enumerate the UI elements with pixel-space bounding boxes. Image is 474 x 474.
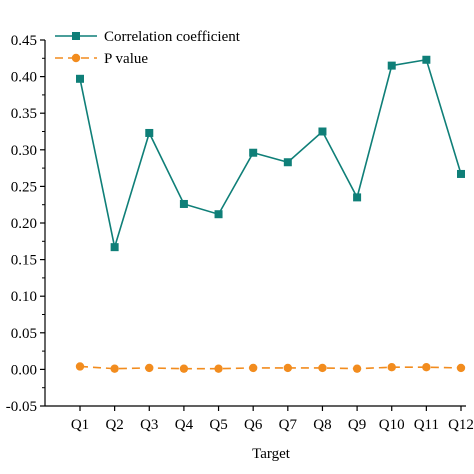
x-axis-ticks: Q1 Q2 Q3 Q4 Q5 Q6 Q7 Q8 Q9 Q10 Q11 Q12 xyxy=(71,406,474,433)
legend-label-1: P value xyxy=(104,51,148,67)
data-point-0 xyxy=(76,74,84,83)
data-point-0 xyxy=(110,243,119,252)
y-tick-label: 0.00 xyxy=(11,362,37,378)
data-point-1 xyxy=(352,364,362,373)
data-point-0 xyxy=(353,193,362,202)
x-tick-label: Q4 xyxy=(175,417,194,433)
legend-marker-0 xyxy=(72,32,80,40)
data-point-1 xyxy=(387,363,396,372)
data-point-1 xyxy=(318,363,327,373)
x-tick-label: Q10 xyxy=(379,417,405,433)
data-point-0 xyxy=(422,55,431,64)
data-point-1 xyxy=(214,364,223,373)
x-tick-label: Q11 xyxy=(414,417,439,433)
data-point-0 xyxy=(179,199,188,208)
x-tick-label: Q6 xyxy=(244,417,263,433)
x-tick-label: Q5 xyxy=(209,417,227,433)
legend: Correlation coefficient P value xyxy=(55,29,241,67)
data-point-1 xyxy=(110,364,119,373)
y-tick-label: 0.20 xyxy=(11,216,37,232)
x-tick-label: Q12 xyxy=(448,417,474,433)
x-tick-label: Q3 xyxy=(140,417,158,433)
x-tick-label: Q9 xyxy=(348,417,366,433)
series-line-1 xyxy=(79,365,462,370)
data-point-0 xyxy=(318,127,327,136)
data-point-1 xyxy=(248,363,258,373)
data-point-1 xyxy=(422,363,431,372)
legend-label-0: Correlation coefficient xyxy=(104,29,241,45)
y-tick-label: 0.10 xyxy=(11,289,37,305)
data-point-1 xyxy=(179,364,189,373)
series-layer xyxy=(75,55,466,373)
x-tick-label: Q7 xyxy=(279,417,298,433)
data-point-0 xyxy=(457,169,465,178)
data-point-1 xyxy=(283,363,293,373)
data-point-1 xyxy=(456,363,466,373)
y-tick-label: 0.30 xyxy=(11,143,37,159)
data-point-1 xyxy=(75,362,85,371)
y-tick-label: -0.05 xyxy=(6,399,37,415)
y-tick-label: 0.25 xyxy=(11,179,37,195)
y-tick-label: 0.15 xyxy=(11,253,37,269)
y-tick-label: 0.05 xyxy=(11,326,37,342)
data-point-0 xyxy=(145,128,154,137)
x-tick-label: Q8 xyxy=(313,417,331,433)
data-point-0 xyxy=(214,210,223,219)
x-axis-title: Target xyxy=(252,446,291,462)
x-tick-label: Q2 xyxy=(105,417,123,433)
y-axis-ticks: -0.05 0.00 0.05 0.10 0.15 0.20 0.25 0.30 0.35 0.4… xyxy=(6,33,45,415)
data-point-0 xyxy=(249,148,258,157)
series-line-0 xyxy=(79,58,462,248)
data-point-1 xyxy=(145,363,154,373)
y-tick-label: 0.35 xyxy=(11,106,37,122)
data-point-0 xyxy=(387,61,396,70)
axes xyxy=(44,40,466,407)
y-tick-label: 0.45 xyxy=(11,33,37,49)
y-tick-label: 0.40 xyxy=(11,70,37,86)
data-point-0 xyxy=(283,158,292,167)
legend-marker-1 xyxy=(71,53,81,63)
x-tick-label: Q1 xyxy=(71,417,89,433)
